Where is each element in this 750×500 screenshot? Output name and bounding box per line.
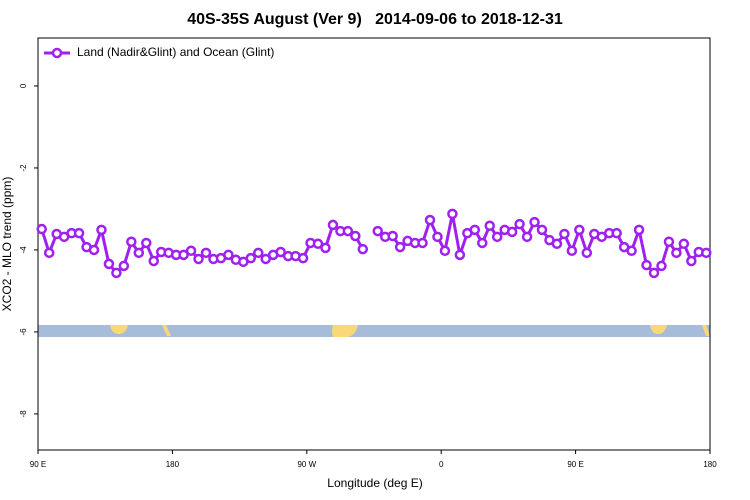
legend-marker	[51, 47, 63, 59]
data-point	[484, 220, 495, 232]
plot-frame	[37, 37, 711, 451]
data-point	[350, 230, 361, 242]
data-point	[626, 245, 637, 257]
data-point	[432, 231, 443, 243]
y-tick-label: -4	[19, 246, 28, 254]
data-point	[43, 247, 55, 259]
data-point	[372, 225, 383, 237]
x-tick-label: 180	[703, 460, 717, 469]
data-point	[529, 216, 540, 228]
data-point	[223, 249, 234, 261]
data-point	[394, 241, 406, 253]
y-tick-label: -8	[19, 410, 28, 418]
land-strip	[38, 325, 710, 337]
x-tick-label: 0	[439, 460, 444, 469]
data-point	[193, 253, 204, 265]
data-point	[469, 224, 481, 236]
data-point	[447, 208, 458, 220]
data-point	[200, 247, 212, 259]
data-point	[148, 255, 159, 267]
data-point	[551, 238, 563, 250]
data-point	[678, 238, 690, 250]
data-point	[581, 247, 593, 259]
data-point	[320, 242, 331, 254]
data-point	[260, 253, 271, 265]
data-point	[245, 252, 257, 264]
data-point	[275, 246, 286, 258]
data-point	[118, 260, 130, 272]
data-point	[514, 218, 525, 230]
data-point	[611, 227, 622, 239]
data-point	[297, 252, 309, 264]
data-point	[671, 247, 682, 259]
legend-label: Land (Nadir&Glint) and Ocean (Glint)	[77, 45, 274, 59]
data-point	[491, 231, 503, 243]
data-point	[312, 238, 324, 250]
data-point	[701, 247, 712, 259]
data-point	[185, 245, 197, 257]
data-point	[559, 228, 570, 240]
data-point	[506, 226, 518, 238]
data-point	[253, 247, 264, 259]
data-point	[536, 224, 548, 236]
data-point	[141, 237, 152, 249]
x-tick-label: 180	[166, 460, 180, 469]
data-point	[439, 245, 451, 257]
data-point	[178, 249, 189, 261]
data-point	[574, 224, 585, 236]
data-point	[477, 237, 488, 249]
data-point	[424, 214, 436, 226]
chart-title: 40S-35S August (Ver 9) 2014-09-06 to 201…	[187, 11, 563, 28]
data-point	[357, 243, 369, 255]
x-axis-label: Longitude (deg E)	[327, 476, 422, 490]
data-point	[111, 267, 122, 279]
y-tick-label: 0	[19, 83, 28, 88]
data-point	[126, 236, 137, 247]
data-point	[342, 225, 354, 237]
data-point	[566, 245, 578, 257]
data-point	[641, 259, 652, 271]
data-point	[36, 223, 47, 235]
data-point	[454, 249, 466, 261]
data-point	[417, 237, 428, 249]
data-point	[133, 247, 145, 259]
data-point	[521, 231, 533, 243]
data-point	[387, 230, 398, 242]
y-tick-label: -2	[19, 164, 28, 172]
data-point	[103, 258, 115, 270]
data-point	[88, 244, 100, 256]
data-point	[656, 260, 667, 272]
y-axis-label: XCO2 - MLO trend (ppm)	[0, 177, 14, 312]
data-point	[73, 227, 85, 239]
x-tick-label: 90 E	[567, 460, 583, 469]
y-tick-label: -6	[19, 328, 28, 336]
data-point	[633, 224, 645, 236]
data-point	[648, 267, 660, 279]
data-point	[327, 219, 339, 231]
data-point	[663, 236, 675, 247]
data-point	[686, 255, 697, 267]
x-tick-label: 90 W	[297, 460, 316, 469]
x-tick-label: 90 E	[30, 460, 46, 469]
data-point	[96, 224, 107, 236]
